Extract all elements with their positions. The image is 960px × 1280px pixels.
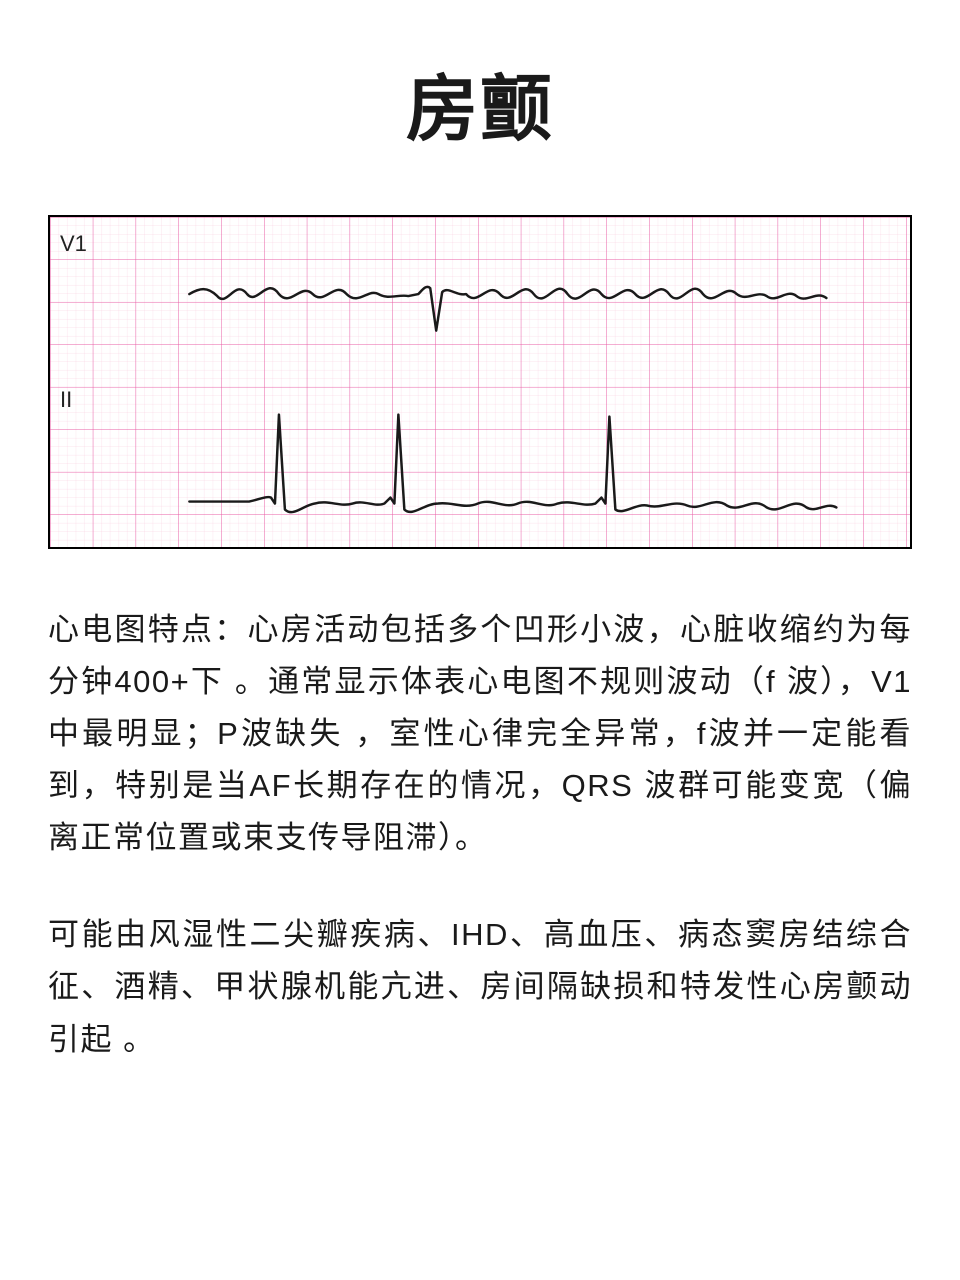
description-paragraph-2: 可能由风湿性二尖瓣疾病、IHD、高血压、病态窦房结综合征、酒精、甲状腺机能亢进、… bbox=[48, 909, 912, 1065]
ecg-svg bbox=[50, 217, 910, 547]
description-paragraph-1: 心电图特点：心房活动包括多个凹形小波，心脏收缩约为每分钟400+下 。通常显示体… bbox=[48, 604, 912, 864]
lead-label-v1: V1 bbox=[60, 231, 87, 257]
page-title: 房颤 bbox=[48, 50, 912, 155]
ecg-grid-bg bbox=[50, 217, 910, 547]
lead-label-ii: II bbox=[60, 387, 72, 413]
ecg-chart: V1 II bbox=[48, 215, 912, 549]
